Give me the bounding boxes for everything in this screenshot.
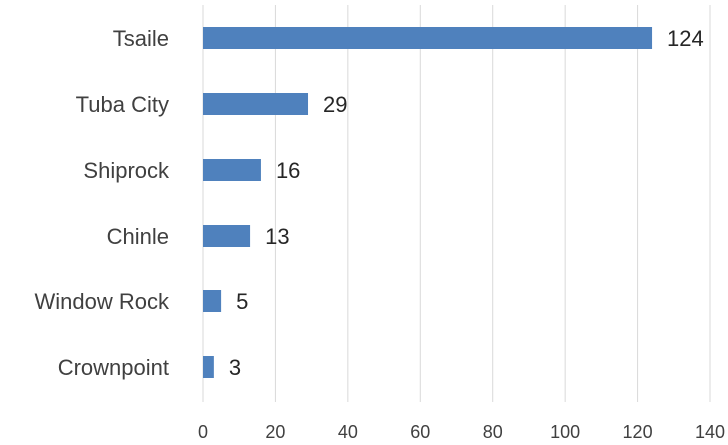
data-label-tuba-city: 29 <box>323 92 347 117</box>
x-tick-label-0: 0 <box>198 422 208 442</box>
bar-window-rock <box>203 290 222 312</box>
data-label-chinle: 13 <box>265 224 289 249</box>
data-label-window-rock: 5 <box>236 289 248 314</box>
x-tick-label-100: 100 <box>550 422 580 442</box>
gridlines <box>202 5 711 402</box>
category-label-shiprock: Shiprock <box>83 158 170 183</box>
category-label-tsaile: Tsaile <box>113 26 169 51</box>
category-label-crownpoint: Crownpoint <box>58 355 169 380</box>
data-label-shiprock: 16 <box>276 158 300 183</box>
data-label-crownpoint: 3 <box>229 355 241 380</box>
x-tick-label-60: 60 <box>410 422 430 442</box>
bar-tsaile <box>203 27 653 49</box>
bar-tuba-city <box>203 93 309 115</box>
x-tick-label-40: 40 <box>338 422 358 442</box>
x-tick-label-120: 120 <box>623 422 653 442</box>
category-label-window-rock: Window Rock <box>35 289 170 314</box>
x-tick-label-140: 140 <box>695 422 725 442</box>
category-label-chinle: Chinle <box>107 224 169 249</box>
x-axis-tick-labels: 0 20 40 60 80 100 120 140 <box>198 422 725 442</box>
data-label-tsaile: 124 <box>667 26 704 51</box>
bar-chinle <box>203 225 251 247</box>
category-labels: Tsaile Tuba City Shiprock Chinle Window Rock… <box>35 26 170 380</box>
bars <box>203 27 653 378</box>
category-label-tuba-city: Tuba City <box>76 92 169 117</box>
bar-shiprock <box>203 159 261 181</box>
x-tick-label-80: 80 <box>483 422 503 442</box>
data-labels: 124 29 16 13 5 3 <box>229 26 704 380</box>
bar-crownpoint <box>203 356 214 378</box>
x-tick-label-20: 20 <box>265 422 285 442</box>
